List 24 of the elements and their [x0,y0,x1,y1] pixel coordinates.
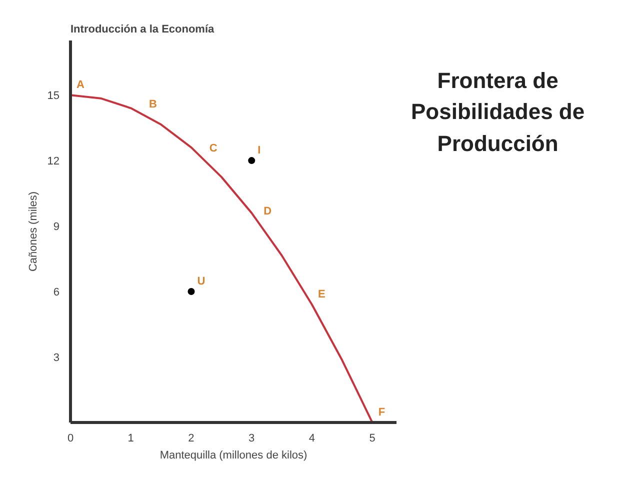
y-tick-label: 3 [53,352,60,364]
y-tick-label: 9 [53,221,60,234]
annotation: C [209,142,218,154]
line-series [70,94,374,422]
annotation: I [258,144,261,157]
annotation: A [76,79,84,92]
x-tick-label: 4 [308,432,316,444]
y-tick-label: 6 [53,286,60,299]
x-tick-label: 0 [67,432,74,444]
chart-subtitle: Introducción a la Economía [70,24,216,36]
y-tick-label: 12 [47,156,60,168]
annotation: F [378,406,386,418]
x-axis-title: Mantequilla (millones de kilos) [160,450,308,462]
x-tick-label: 5 [369,432,376,444]
x-tick-label: 3 [248,432,255,444]
text: Frontera de Posibilidades de Producción [411,67,585,158]
annotation: D [264,206,272,218]
annotation: B [148,98,157,111]
annotation: U [197,276,206,288]
annotation: E [318,288,326,301]
y-tick-label: 15 [47,90,60,102]
x-tick-label: 1 [128,432,134,444]
y-axis-title: Cañones (miles) [27,191,40,272]
x-tick-label: 2 [188,432,194,444]
